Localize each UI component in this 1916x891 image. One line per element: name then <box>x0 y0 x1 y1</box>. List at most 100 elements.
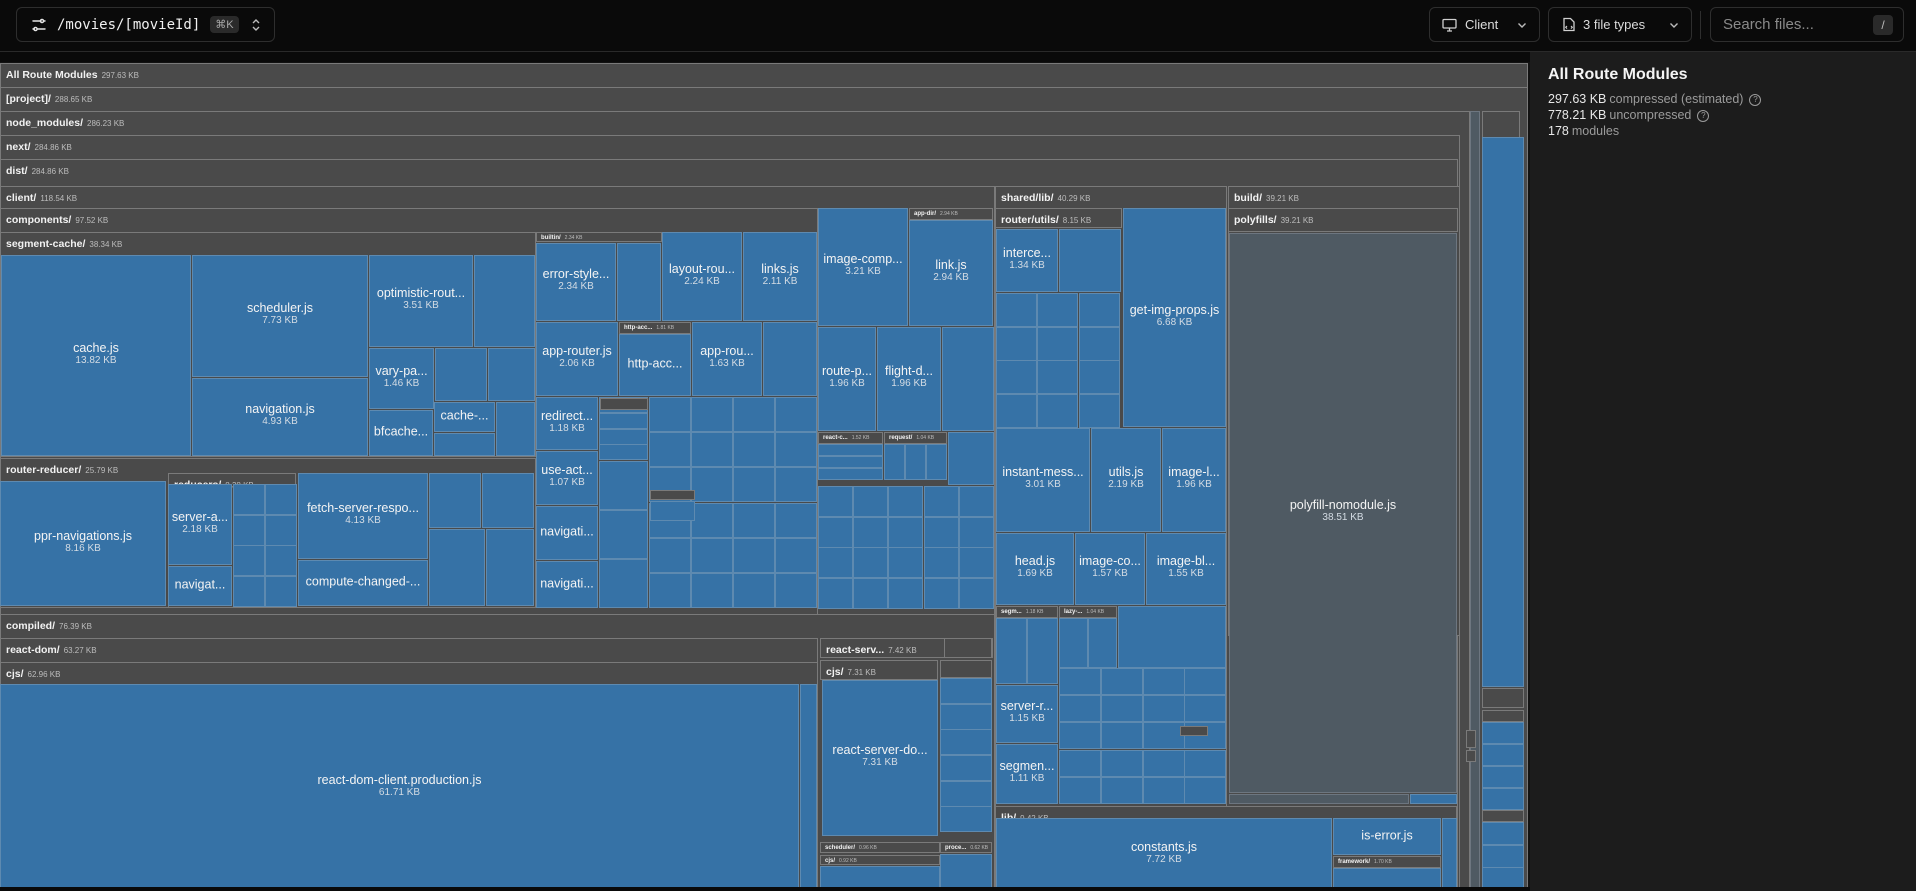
module-vary-pa[interactable]: vary-pa... 1.46 KB <box>369 348 434 409</box>
module-cell[interactable] <box>733 467 775 502</box>
module-cell[interactable] <box>942 327 994 431</box>
module-cell[interactable] <box>763 322 817 396</box>
module-cell[interactable] <box>649 573 691 608</box>
directory-router-utils[interactable]: router/utils/8.15 KB <box>995 208 1122 228</box>
module-cell[interactable] <box>1482 810 1524 822</box>
module-http-acc[interactable]: http-acc... <box>619 334 691 396</box>
module-image-comp[interactable]: image-comp... 3.21 KB <box>818 208 908 326</box>
module-cell[interactable] <box>1037 360 1078 394</box>
module-cell[interactable] <box>600 398 648 410</box>
module-cell[interactable] <box>691 503 733 538</box>
module-cell[interactable] <box>1482 822 1524 845</box>
search-input[interactable]: Search files... / <box>1710 7 1904 42</box>
help-icon[interactable]: ? <box>1749 93 1762 106</box>
module-cell[interactable] <box>1059 668 1101 695</box>
module-cell[interactable] <box>1482 788 1524 810</box>
module-cell[interactable] <box>940 806 992 832</box>
module-cell[interactable] <box>959 547 994 578</box>
module-cell[interactable] <box>1101 695 1143 722</box>
module-cell[interactable] <box>775 503 817 538</box>
module-cell[interactable] <box>1180 726 1208 736</box>
module-cell[interactable] <box>888 578 923 609</box>
module-cell[interactable] <box>1079 327 1120 361</box>
module-cell[interactable] <box>818 456 883 468</box>
route-selector[interactable]: /movies/[movieId] ⌘K <box>16 7 275 42</box>
module-polyfill-nomodule-js[interactable]: polyfill-nomodule.js 38.51 KB <box>1229 233 1457 793</box>
module-cell[interactable] <box>905 444 926 480</box>
module-cell[interactable] <box>1470 111 1480 887</box>
module-cell[interactable] <box>649 432 691 467</box>
module-flight-d[interactable]: flight-d... 1.96 KB <box>877 327 941 431</box>
module-cell[interactable] <box>1118 606 1226 668</box>
module-head-js[interactable]: head.js 1.69 KB <box>996 533 1074 605</box>
module-cell[interactable] <box>944 638 992 658</box>
module-error-style[interactable]: error-style... 2.34 KB <box>536 243 616 321</box>
module-cell[interactable] <box>1482 722 1524 744</box>
module-cell[interactable] <box>853 578 888 609</box>
module-cell[interactable] <box>599 444 648 460</box>
module-cell[interactable] <box>1143 668 1185 695</box>
directory-segm[interactable]: segm... 1.18 KB <box>996 606 1058 618</box>
module-cell[interactable] <box>1059 229 1121 292</box>
module-cell[interactable] <box>1184 668 1226 695</box>
module-cell[interactable] <box>429 529 485 606</box>
file-types-select[interactable]: 3 file types <box>1548 7 1692 42</box>
module-cell[interactable] <box>996 293 1037 327</box>
module-cell[interactable] <box>233 545 265 576</box>
module-cell[interactable] <box>959 486 994 517</box>
directory-request[interactable]: request/1.04 KB <box>884 432 947 444</box>
module-use-act[interactable]: use-act... 1.07 KB <box>536 451 598 505</box>
module-cell[interactable] <box>853 547 888 578</box>
module-cell[interactable] <box>1088 618 1117 668</box>
directory-cjs[interactable]: cjs/7.31 KB <box>820 660 938 680</box>
directory-scheduler[interactable]: scheduler/0.96 KB <box>820 842 940 853</box>
module-compute-changed[interactable]: compute-changed-... <box>298 560 428 606</box>
module-cell[interactable] <box>1184 750 1226 777</box>
module-cell[interactable] <box>818 517 853 548</box>
module-cell[interactable] <box>818 468 883 480</box>
module-cell[interactable] <box>1079 394 1120 428</box>
module-cell[interactable] <box>924 578 959 609</box>
module-cell[interactable] <box>1101 668 1143 695</box>
module-cell[interactable] <box>1143 777 1185 804</box>
directory-http-acc[interactable]: http-acc... 1.81 KB <box>619 322 691 334</box>
module-redirect[interactable]: redirect... 1.18 KB <box>536 397 598 450</box>
help-icon[interactable]: ? <box>1697 109 1710 122</box>
module-cell[interactable] <box>1482 710 1524 722</box>
module-cell[interactable] <box>265 545 297 576</box>
module-cell[interactable] <box>924 547 959 578</box>
module-cell[interactable] <box>1184 695 1226 722</box>
module-cell[interactable] <box>1037 293 1078 327</box>
module-link-js[interactable]: link.js 2.94 KB <box>909 220 993 326</box>
module-cell[interactable] <box>733 538 775 573</box>
module-cell[interactable] <box>818 486 853 517</box>
module-cell[interactable] <box>818 444 883 456</box>
module-navigat[interactable]: navigat... <box>168 566 232 606</box>
module-cell[interactable] <box>1482 137 1524 687</box>
module-cell[interactable] <box>940 660 992 678</box>
module-cell[interactable] <box>1410 794 1457 804</box>
module-cell[interactable] <box>691 573 733 608</box>
module-cell[interactable] <box>650 490 695 500</box>
module-cell[interactable] <box>1059 722 1101 749</box>
module-cell[interactable] <box>488 348 535 401</box>
module-cell[interactable] <box>617 243 661 321</box>
module-cell[interactable] <box>691 432 733 467</box>
module-cell[interactable] <box>1101 722 1143 749</box>
module-cell[interactable] <box>940 755 992 781</box>
module-cell[interactable] <box>818 547 853 578</box>
module-cell[interactable] <box>233 576 265 607</box>
module-cache-js[interactable]: cache.js 13.82 KB <box>1 255 191 456</box>
module-cell[interactable] <box>1482 744 1524 766</box>
module-segmen[interactable]: segmen... 1.11 KB <box>996 744 1058 804</box>
treemap[interactable]: All Route Modules 297.63 KB [project]/288.… <box>0 62 1530 887</box>
module-cell[interactable] <box>599 510 648 559</box>
module-cell[interactable] <box>1079 293 1120 327</box>
module-cell[interactable] <box>959 517 994 548</box>
module-cell[interactable] <box>1482 766 1524 788</box>
module-optimistic-rout[interactable]: optimistic-rout... 3.51 KB <box>369 255 473 347</box>
module-app-rou[interactable]: app-rou... 1.63 KB <box>692 322 762 396</box>
module-cell[interactable] <box>1101 777 1143 804</box>
module-cell[interactable] <box>853 517 888 548</box>
module-cell[interactable] <box>1333 868 1441 887</box>
